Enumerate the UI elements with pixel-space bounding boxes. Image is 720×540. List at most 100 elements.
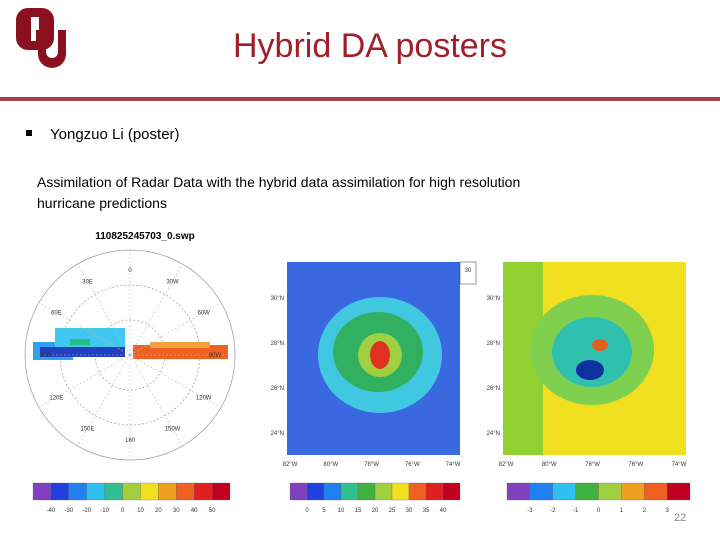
colorbar-segment: [552, 482, 576, 501]
spoke: [77, 354, 131, 447]
lon-label: 78°W: [585, 462, 600, 468]
colorbar-segment: [357, 482, 376, 501]
legend-label: 30: [465, 268, 472, 274]
lat-label: 28°N: [271, 341, 284, 347]
colorbar-label: 5: [322, 508, 326, 514]
colorbar-segment: [621, 482, 645, 501]
angle-label: 120W: [196, 396, 212, 402]
colorbar-segment: [425, 482, 444, 501]
header-rule: [0, 97, 720, 101]
colorbar-label: 20: [372, 508, 379, 514]
colorbar-label: 0: [305, 508, 309, 514]
angle-label: 120E: [49, 396, 63, 402]
lat-label: 26°N: [271, 386, 284, 392]
page-number: 22: [674, 512, 686, 524]
colorbar-label: -20: [82, 508, 91, 514]
colorbar-segment: [289, 482, 308, 501]
lon-label: 78°W: [364, 462, 379, 468]
colorbar-segment: [340, 482, 359, 501]
colorbar-segment: [32, 482, 52, 501]
spoke: [38, 354, 131, 408]
angle-label: 0: [128, 268, 132, 274]
colorbar-label: 30: [406, 508, 413, 514]
colorbar-segment: [644, 482, 668, 501]
colorbar-segment: [122, 482, 141, 501]
increment-map: [503, 262, 686, 455]
angle-label: 60W: [197, 311, 210, 317]
lat-label: 24°N: [487, 431, 500, 437]
colorbar-label: 10: [338, 508, 345, 514]
lon-label: 82°W: [499, 462, 514, 468]
colorbar-label: 3: [665, 508, 669, 514]
slide-title: Hybrid DA posters: [233, 27, 507, 65]
lat-label: 30°N: [487, 296, 500, 302]
lat-label: 24°N: [271, 431, 284, 437]
colorbar-segment: [442, 482, 461, 501]
angle-label: 60E: [51, 311, 62, 317]
colorbar-segment: [50, 482, 69, 501]
colorbar-segment: [86, 482, 105, 501]
colorbar-segment: [68, 482, 87, 501]
colorbar-segment: [575, 482, 599, 501]
colorbar-label: -2: [550, 508, 556, 514]
colorbar-label: 20: [155, 508, 162, 514]
colorbar-label: 10: [137, 508, 144, 514]
lon-label: 76°W: [405, 462, 420, 468]
colorbar-segment: [408, 482, 427, 501]
colorbar-label: 50: [209, 508, 216, 514]
spoke: [77, 263, 131, 356]
colorbar-label: 35: [423, 508, 430, 514]
reflectivity-map: 30: [287, 261, 477, 455]
colorbar-label: 2: [643, 508, 647, 514]
lon-label: 76°W: [628, 462, 643, 468]
colorbar-segment: [158, 482, 177, 501]
angle-label: 180: [125, 438, 136, 444]
colorbar-label: 40: [440, 508, 447, 514]
lon-label: 82°W: [283, 462, 298, 468]
colorbar-segment: [666, 482, 691, 501]
figure-title: 110825245703_0.swp: [95, 231, 195, 242]
colorbar-segment: [374, 482, 393, 501]
colorbar-segment: [176, 482, 195, 501]
colorbar-segment: [598, 482, 622, 501]
angle-label: 90E: [40, 353, 51, 359]
colorbar-segment: [506, 482, 531, 501]
colorbar-label: -30: [64, 508, 73, 514]
description-line: Assimilation of Radar Data with the hybr…: [37, 174, 520, 190]
lon-label: 74°W: [446, 462, 461, 468]
angle-label: 30W: [166, 279, 179, 285]
colorbar-label: 1: [620, 508, 624, 514]
spoke: [129, 263, 183, 356]
angle-label: 30E: [82, 279, 93, 285]
colorbar-label: 30: [173, 508, 180, 514]
lat-label: 30°N: [271, 296, 284, 302]
angle-label: 150E: [80, 427, 94, 433]
spoke: [129, 302, 222, 356]
colorbar-segment: [211, 482, 231, 501]
lat-label: 26°N: [487, 386, 500, 392]
radar-echo: [33, 328, 228, 360]
angle-label: 90W: [209, 353, 222, 359]
colorbar-label: 0: [597, 508, 601, 514]
colorbar-segment: [391, 482, 410, 501]
bullet-marker: [26, 130, 32, 136]
colorbar-label: -1: [573, 508, 579, 514]
bullet-text: Yongzuo Li (poster): [50, 126, 180, 143]
description-line: hurricane predictions: [37, 195, 167, 211]
lat-label: 28°N: [487, 341, 500, 347]
colorbar-segment: [529, 482, 553, 501]
spoke: [129, 354, 222, 408]
colorbar-label: 0: [121, 508, 125, 514]
lon-label: 80°W: [542, 462, 557, 468]
logo: [16, 8, 66, 68]
colorbar-segment: [306, 482, 325, 501]
colorbar-label: -10: [100, 508, 109, 514]
colorbar-segment: [104, 482, 123, 501]
colorbar-label: 25: [389, 508, 396, 514]
colorbar-label: 15: [355, 508, 362, 514]
colorbar-segment: [194, 482, 213, 501]
spoke: [38, 302, 131, 356]
colorbar-label: -3: [527, 508, 533, 514]
